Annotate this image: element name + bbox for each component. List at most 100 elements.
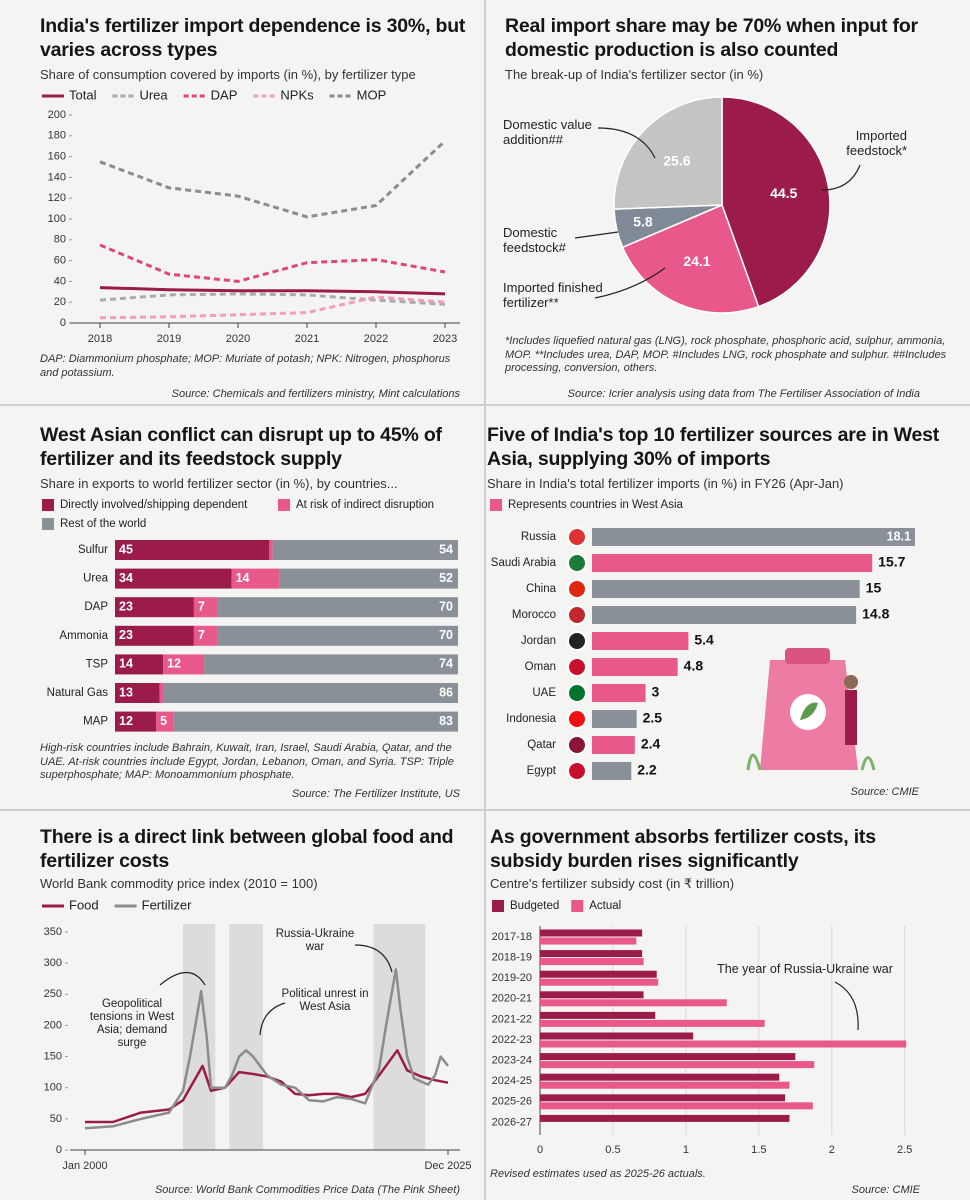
bar xyxy=(592,710,637,728)
x-tick-label: 1 xyxy=(683,1144,689,1156)
bar xyxy=(592,684,646,702)
bar xyxy=(540,978,659,986)
highlight-period xyxy=(229,924,263,1150)
subtitle: Share in India's total fertilizer import… xyxy=(487,476,844,491)
x-tick-label: 1.5 xyxy=(751,1144,766,1156)
x-tick-label: 2020 xyxy=(226,333,250,345)
fertilizer-illustration xyxy=(746,648,876,771)
label-arrow xyxy=(597,127,656,159)
legend-swatch xyxy=(42,518,54,530)
x-tick-label: 2019 xyxy=(157,333,181,345)
x-tick-label: 2022 xyxy=(364,333,388,345)
legend-label: Rest of the world xyxy=(60,518,146,530)
value-label: 7 xyxy=(198,628,205,642)
value-label: 3 xyxy=(652,684,660,700)
annotation-arrow xyxy=(159,971,206,986)
y-tick-label: 250 xyxy=(44,988,62,1000)
value-label: 45 xyxy=(119,542,133,556)
category-label: Jordan xyxy=(521,635,556,647)
bar xyxy=(592,580,860,598)
bar-segment xyxy=(272,540,458,560)
value-label: 15.7 xyxy=(878,554,905,570)
bar xyxy=(540,937,637,945)
bar xyxy=(540,1061,815,1069)
category-label: Natural Gas xyxy=(47,687,109,699)
flag xyxy=(567,579,587,599)
annotation-arrow xyxy=(354,944,393,973)
value-label: 14.8 xyxy=(862,606,889,622)
x-tick-label: Jan 2000 xyxy=(62,1160,107,1172)
category-label: Russia xyxy=(521,531,557,543)
legend-label: Urea xyxy=(139,87,168,102)
y-tick-label: 300 xyxy=(44,957,62,969)
value-label: 86 xyxy=(439,685,453,699)
x-tick-label: 2.5 xyxy=(897,1144,912,1156)
bar-segment xyxy=(115,625,194,646)
category-label: 2017-18 xyxy=(492,931,532,943)
annotation-arrow xyxy=(259,1002,286,1036)
bar xyxy=(540,999,727,1007)
bar-segment xyxy=(269,540,273,560)
bar xyxy=(540,1114,790,1122)
legend-label: Represents countries in West Asia xyxy=(508,499,684,511)
y-tick-label: 40 xyxy=(54,275,66,287)
annotation: Russia-Ukraine war xyxy=(275,928,355,953)
bar xyxy=(592,632,689,650)
bar-segment xyxy=(193,625,218,646)
label-arrow xyxy=(594,267,666,299)
value-label: 52 xyxy=(439,571,453,585)
legend-swatch xyxy=(490,499,502,511)
x-tick-label: 0.5 xyxy=(605,1144,620,1156)
bar-segment xyxy=(163,683,458,703)
bar xyxy=(540,1094,786,1102)
y-tick-label: 180 xyxy=(48,130,66,142)
flag xyxy=(567,657,587,677)
bar xyxy=(540,1019,765,1027)
bar-segment xyxy=(217,597,458,618)
value-label: 12 xyxy=(119,714,133,728)
category-label: 2023-24 xyxy=(492,1055,532,1067)
y-tick-label: 150 xyxy=(44,1050,62,1062)
slice-label: Domestic feedstock# xyxy=(503,225,566,255)
value-label: 4.8 xyxy=(684,658,704,674)
flag xyxy=(567,709,587,729)
bar xyxy=(592,762,632,780)
category-label: 2024-25 xyxy=(492,1075,532,1087)
title: India's fertilizer import dependence is … xyxy=(40,15,466,61)
bar xyxy=(540,1081,790,1089)
category-label: Urea xyxy=(83,573,109,585)
pie-slice xyxy=(721,96,831,308)
legend-label: Directly involved/shipping dependent xyxy=(60,499,248,511)
category-label: 2019-20 xyxy=(492,972,532,984)
y-tick-label: 100 xyxy=(48,213,66,225)
source: Source: CMIE xyxy=(850,786,919,798)
y-tick-label: 160 xyxy=(48,151,66,163)
flag xyxy=(567,631,587,651)
annotation: Political unrest in West Asia xyxy=(281,988,369,1013)
bar xyxy=(540,950,643,958)
category-label: 2020-21 xyxy=(492,993,532,1005)
y-tick-label: 350 xyxy=(44,926,62,938)
slice-value: 5.8 xyxy=(633,213,653,229)
x-tick-label: Dec 2025 xyxy=(424,1160,471,1172)
category-label: 2026-27 xyxy=(492,1116,532,1128)
bar xyxy=(540,1011,656,1019)
highlight-period xyxy=(373,924,426,1150)
highlight-period xyxy=(183,924,216,1150)
bar-segment xyxy=(115,540,270,560)
y-tick-label: 200 xyxy=(44,1019,62,1031)
value-label: 23 xyxy=(119,599,133,613)
category-label: Saudi Arabia xyxy=(491,557,557,569)
y-tick-label: 0 xyxy=(56,1144,62,1156)
bar-segment xyxy=(115,683,160,703)
value-label: 2.2 xyxy=(637,762,657,778)
category-label: 2018-19 xyxy=(492,952,532,964)
category-label: 2025-26 xyxy=(492,1096,532,1108)
flag xyxy=(567,735,587,755)
notes: High-risk countries include Bahrain, Kuw… xyxy=(40,742,454,781)
legend-label: Total xyxy=(69,87,97,102)
value-label: 14 xyxy=(119,657,133,671)
line xyxy=(99,292,446,306)
bar-segment xyxy=(279,568,458,589)
